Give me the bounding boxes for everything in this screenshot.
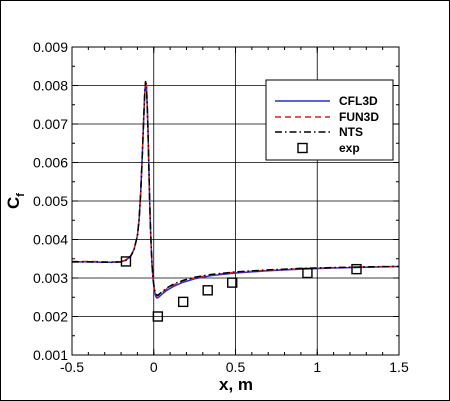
exp-marker bbox=[202, 285, 213, 296]
legend-label-cfl3d: CFL3D bbox=[339, 94, 378, 108]
y-tick-label: 0.006 bbox=[33, 155, 68, 171]
x-tick-label: 1 bbox=[313, 359, 321, 375]
legend-label-fun3d: FUN3D bbox=[339, 110, 379, 124]
y-tick-label: 0.009 bbox=[33, 39, 68, 55]
y-tick-label: 0.008 bbox=[33, 78, 68, 94]
y-tick-label: 0.003 bbox=[33, 270, 68, 286]
exp-marker bbox=[227, 277, 238, 288]
exp-marker bbox=[351, 263, 362, 275]
legend-swatch-exp bbox=[297, 142, 308, 154]
y-axis-label: Cf bbox=[4, 193, 27, 209]
legend-box bbox=[265, 79, 394, 161]
y-tick-label: 0.001 bbox=[33, 347, 68, 363]
y-tick-label: 0.004 bbox=[33, 232, 68, 248]
y-axis-label-subscript: f bbox=[15, 193, 27, 197]
exp-marker bbox=[152, 311, 164, 322]
series-line-nts bbox=[72, 80, 400, 297]
x-tick-label: 0.5 bbox=[226, 359, 246, 375]
y-tick-label: 0.007 bbox=[33, 116, 68, 132]
axis-ticks: -0.5 0 0.5 1 1.5 0.001 0.002 0.003 0.004 0.005 0.0… bbox=[33, 39, 409, 375]
series-layer bbox=[72, 80, 400, 322]
y-axis-label-group: Cf bbox=[4, 193, 27, 209]
x-tick-label: 0 bbox=[150, 359, 158, 375]
y-tick-label: 0.005 bbox=[33, 193, 68, 209]
x-tick-label: -0.5 bbox=[60, 359, 84, 375]
exp-marker bbox=[177, 296, 189, 308]
legend-label-exp: exp bbox=[339, 141, 360, 155]
legend-label-nts: NTS bbox=[339, 125, 363, 139]
grid-lines bbox=[72, 47, 399, 355]
exp-marker bbox=[120, 256, 132, 267]
y-tick-label: 0.002 bbox=[33, 309, 68, 325]
x-tick-label: 1.5 bbox=[389, 359, 409, 375]
x-axis-label: x, m bbox=[219, 375, 253, 394]
y-axis-label-main: C bbox=[4, 197, 23, 209]
exp-marker bbox=[302, 267, 313, 279]
